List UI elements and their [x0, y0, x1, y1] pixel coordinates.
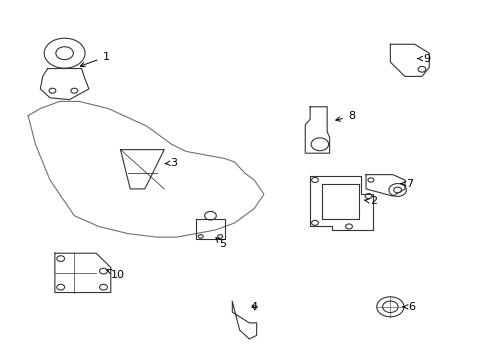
Text: 2: 2	[364, 197, 376, 206]
Text: 7: 7	[400, 179, 412, 189]
Text: 10: 10	[107, 270, 125, 280]
Text: 1: 1	[80, 52, 109, 67]
Text: 5: 5	[216, 238, 225, 249]
Text: 9: 9	[417, 54, 429, 64]
Text: 3: 3	[164, 158, 177, 168]
Text: 8: 8	[335, 111, 354, 121]
Text: 4: 4	[250, 302, 257, 312]
Text: 6: 6	[402, 302, 415, 312]
